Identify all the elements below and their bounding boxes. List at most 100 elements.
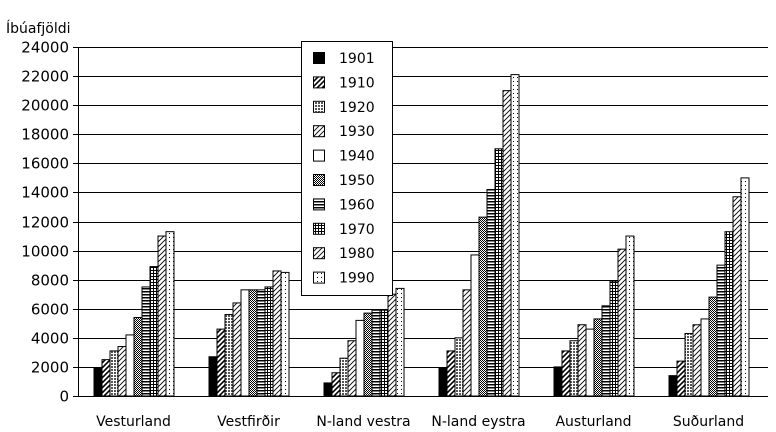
bar xyxy=(601,305,611,397)
bar xyxy=(470,254,480,397)
bar xyxy=(141,286,151,397)
y-axis-label: Íbúafjöldi xyxy=(6,20,71,37)
legend-label: 1930 xyxy=(339,124,375,140)
y-tick-label: 22000 xyxy=(21,68,69,86)
bar xyxy=(280,271,290,397)
legend-swatch xyxy=(313,100,325,113)
y-tick-label: 6000 xyxy=(31,301,69,319)
y-tick-label: 14000 xyxy=(21,184,69,202)
bar xyxy=(117,346,127,397)
bar xyxy=(700,318,710,397)
bar xyxy=(216,328,226,397)
bar xyxy=(149,266,159,397)
bar xyxy=(609,280,619,397)
legend-label: 1940 xyxy=(339,149,375,165)
bar xyxy=(617,248,627,397)
bar xyxy=(561,350,571,397)
bar xyxy=(256,289,266,397)
bar xyxy=(724,231,734,397)
bar xyxy=(553,366,563,397)
gridlines xyxy=(78,47,768,368)
bar xyxy=(395,287,405,397)
bar xyxy=(224,314,234,397)
bar xyxy=(676,360,686,397)
bar xyxy=(593,318,603,397)
bar xyxy=(272,270,282,397)
bar xyxy=(438,367,448,397)
bar xyxy=(577,324,587,397)
bar xyxy=(716,264,726,397)
x-tick-label: Vesturland xyxy=(96,414,171,430)
bar xyxy=(157,235,167,397)
bar xyxy=(494,148,504,397)
y-tick-label: 16000 xyxy=(21,155,69,173)
bar xyxy=(323,382,333,397)
bar xyxy=(371,309,381,397)
x-tick-label: N-land vestra xyxy=(316,414,410,430)
y-tick-label: 8000 xyxy=(31,272,69,290)
legend-label: 1980 xyxy=(339,246,375,262)
bar xyxy=(668,375,678,397)
bar xyxy=(387,293,397,397)
axes: 0 2000 4000 6000 8000 10000 12000 14000 16000 180… xyxy=(6,20,768,430)
bar xyxy=(165,231,175,397)
legend-swatch xyxy=(313,125,325,138)
bar xyxy=(240,289,250,397)
y-tick-label: 10000 xyxy=(21,243,69,261)
bar xyxy=(454,337,464,397)
legend-label: 1990 xyxy=(339,271,375,287)
bar xyxy=(125,334,135,397)
bar xyxy=(569,340,579,397)
bar xyxy=(109,350,119,397)
legend-label: 1901 xyxy=(339,51,375,67)
legend-label: 1950 xyxy=(339,173,375,189)
bar xyxy=(625,235,635,397)
legend-label: 1910 xyxy=(339,75,375,91)
bar xyxy=(692,324,702,397)
bar xyxy=(708,296,718,397)
bar xyxy=(93,367,103,397)
legend-swatch xyxy=(313,271,325,284)
bar xyxy=(101,359,111,397)
legend-label: 1960 xyxy=(339,197,375,213)
bar xyxy=(502,90,512,397)
x-tick-label: Austurland xyxy=(555,414,631,430)
bar xyxy=(478,216,488,397)
legend-swatch xyxy=(313,198,325,211)
bar xyxy=(208,356,218,397)
bar xyxy=(684,332,694,397)
y-tick-label: 12000 xyxy=(21,214,69,232)
bar xyxy=(379,309,389,397)
bar xyxy=(355,319,365,397)
legend-swatch xyxy=(313,52,325,64)
y-tick-label: 20000 xyxy=(21,97,69,115)
bar xyxy=(740,177,750,397)
legend-swatch xyxy=(313,247,325,260)
legend-label: 1970 xyxy=(339,222,375,238)
bar xyxy=(347,340,357,397)
legend-swatch xyxy=(313,76,325,89)
bar xyxy=(510,74,520,397)
legend-swatch xyxy=(313,149,325,162)
y-tick-label: 4000 xyxy=(31,330,69,348)
bar xyxy=(462,289,472,397)
bar xyxy=(486,189,496,397)
x-tick-label: N-land eystra xyxy=(431,414,525,430)
bar xyxy=(585,328,595,397)
bars xyxy=(93,74,750,397)
bar xyxy=(446,350,456,397)
bar xyxy=(331,372,341,397)
legend-label: 1920 xyxy=(339,100,375,116)
legend-swatch xyxy=(313,222,325,235)
bar xyxy=(133,316,143,397)
bar xyxy=(232,302,242,397)
x-tick-label: Suðurland xyxy=(673,414,744,430)
x-tick-label: Vestfirðir xyxy=(217,414,280,430)
y-tick-label: 0 xyxy=(59,388,69,406)
y-tick-label: 2000 xyxy=(31,359,69,377)
bar xyxy=(339,357,349,397)
y-tick-label: 18000 xyxy=(21,126,69,144)
bar xyxy=(732,196,742,397)
bar xyxy=(363,312,373,397)
